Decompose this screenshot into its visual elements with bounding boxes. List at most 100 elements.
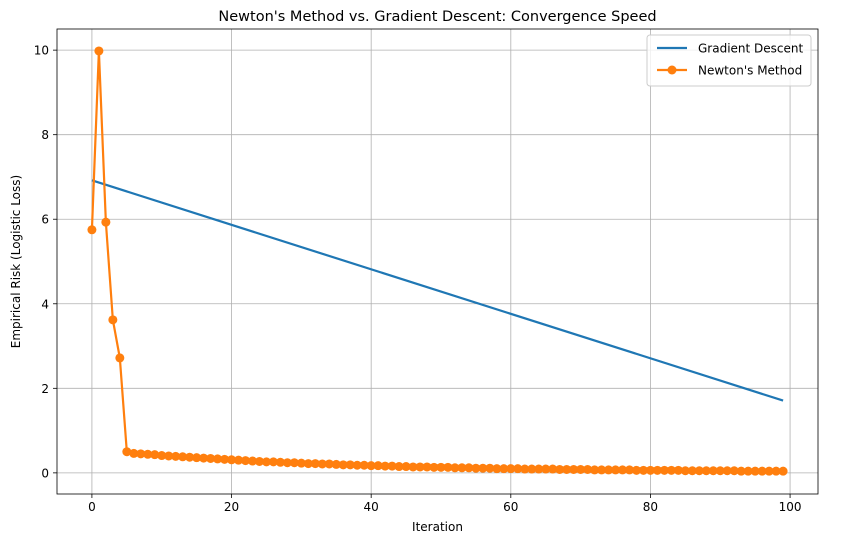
y-tick-label: 0 [41,466,49,480]
data-point-newton-s-method [115,353,125,363]
data-point-newton-s-method [436,462,446,472]
data-point-newton-s-method [324,459,334,469]
data-point-newton-s-method [743,466,753,476]
x-tick-label: 100 [779,500,802,514]
data-point-newton-s-method [520,464,530,474]
data-point-newton-s-method [652,465,662,475]
x-tick-label: 20 [224,500,239,514]
data-point-newton-s-method [757,466,767,476]
data-point-newton-s-method [764,466,774,476]
data-point-newton-s-method [555,464,565,474]
data-point-newton-s-method [171,451,181,461]
data-point-newton-s-method [122,447,132,457]
data-point-newton-s-method [778,466,788,476]
y-tick-label: 4 [41,297,49,311]
series-layer [87,46,788,476]
data-point-newton-s-method [206,453,216,463]
y-tick-label: 10 [34,44,49,58]
data-point-newton-s-method [590,465,600,475]
data-point-newton-s-method [597,465,607,475]
data-point-newton-s-method [569,464,579,474]
data-point-newton-s-method [499,464,509,474]
data-point-newton-s-method [708,466,718,476]
data-point-newton-s-method [541,464,551,474]
data-point-newton-s-method [331,459,341,469]
legend-box [646,34,812,87]
data-point-newton-s-method [450,463,460,473]
data-point-newton-s-method [548,464,558,474]
data-point-newton-s-method [401,462,411,472]
data-point-newton-s-method [485,463,495,473]
data-point-newton-s-method [618,465,628,475]
legend: Gradient Descent Newton's Method [646,34,812,87]
plot-area [57,29,818,494]
data-point-newton-s-method [422,462,432,472]
data-point-newton-s-method [645,465,655,475]
data-point-newton-s-method [289,458,299,468]
data-point-newton-s-method [527,464,537,474]
data-point-newton-s-method [241,456,251,466]
data-point-newton-s-method [338,460,348,470]
data-point-newton-s-method [359,460,369,470]
data-point-newton-s-method [275,457,285,467]
data-point-newton-s-method [715,466,725,476]
data-point-newton-s-method [604,465,614,475]
data-point-newton-s-method [261,457,271,467]
data-point-newton-s-method [429,462,439,472]
data-point-newton-s-method [680,466,690,476]
data-point-newton-s-method [296,458,306,468]
chart-title: Newton's Method vs. Gradient Descent: Co… [218,9,656,25]
data-point-newton-s-method [282,458,292,468]
data-point-newton-s-method [471,463,481,473]
data-point-newton-s-method [513,464,523,474]
x-tick-label: 40 [364,500,379,514]
data-point-newton-s-method [583,464,593,474]
y-axis-label: Empirical Risk (Logistic Loss) [9,175,23,348]
ticks: 0 20 40 60 80 100 0 2 4 6 8 10 [34,44,802,514]
data-point-newton-s-method [638,465,648,475]
data-point-newton-s-method [750,466,760,476]
data-point-newton-s-method [234,455,244,465]
data-point-newton-s-method [687,466,697,476]
data-point-newton-s-method [722,466,732,476]
data-point-newton-s-method [108,315,118,325]
data-point-newton-s-method [199,453,209,463]
data-point-newton-s-method [345,460,355,470]
data-point-newton-s-method [443,462,453,472]
legend-marker-newtons-method [667,65,677,75]
x-axis-label: Iteration [412,520,463,534]
data-point-newton-s-method [659,465,669,475]
data-point-newton-s-method [352,460,362,470]
data-point-newton-s-method [101,217,111,227]
data-point-newton-s-method [254,456,264,466]
data-point-newton-s-method [701,466,711,476]
data-point-newton-s-method [366,461,376,471]
y-tick-label: 6 [41,213,49,227]
data-point-newton-s-method [192,453,202,463]
legend-label-gradient-descent: Gradient Descent [698,42,804,56]
data-point-newton-s-method [415,462,425,472]
data-point-newton-s-method [380,461,390,471]
x-tick-label: 80 [643,500,658,514]
data-point-newton-s-method [185,452,195,462]
y-tick-label: 8 [41,128,49,142]
data-point-newton-s-method [506,464,516,474]
data-point-newton-s-method [694,466,704,476]
data-point-newton-s-method [213,454,223,464]
y-tick-label: 2 [41,382,49,396]
data-point-newton-s-method [771,466,781,476]
data-point-newton-s-method [157,451,167,461]
data-point-newton-s-method [178,452,188,462]
data-point-newton-s-method [268,457,278,467]
data-point-newton-s-method [150,450,160,460]
data-point-newton-s-method [143,449,153,459]
x-tick-label: 0 [88,500,96,514]
data-point-newton-s-method [164,451,174,461]
data-point-newton-s-method [87,225,97,235]
data-point-newton-s-method [624,465,634,475]
data-point-newton-s-method [303,459,313,469]
data-point-newton-s-method [666,465,676,475]
data-point-newton-s-method [611,465,621,475]
data-point-newton-s-method [673,465,683,475]
